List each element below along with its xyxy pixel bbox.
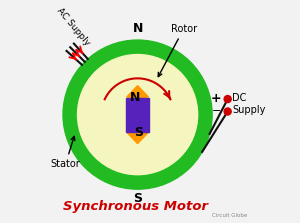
Circle shape — [63, 40, 212, 189]
Text: S: S — [133, 192, 142, 205]
Text: +: + — [210, 92, 221, 105]
Text: DC
Supply: DC Supply — [232, 93, 266, 115]
Circle shape — [77, 55, 198, 175]
Circle shape — [224, 108, 231, 115]
Text: AC Supply: AC Supply — [55, 6, 91, 47]
Text: −: − — [212, 106, 221, 116]
Text: N: N — [130, 91, 141, 103]
Circle shape — [224, 96, 231, 103]
FancyArrow shape — [127, 86, 148, 114]
Text: Rotor: Rotor — [158, 24, 197, 77]
Text: Circuit Globe: Circuit Globe — [212, 213, 247, 218]
Text: Synchronous Motor: Synchronous Motor — [63, 200, 208, 213]
Bar — [126, 97, 149, 132]
Text: N: N — [132, 22, 143, 35]
Text: Stator: Stator — [51, 136, 80, 169]
Text: S: S — [134, 126, 143, 139]
FancyArrow shape — [127, 116, 148, 144]
